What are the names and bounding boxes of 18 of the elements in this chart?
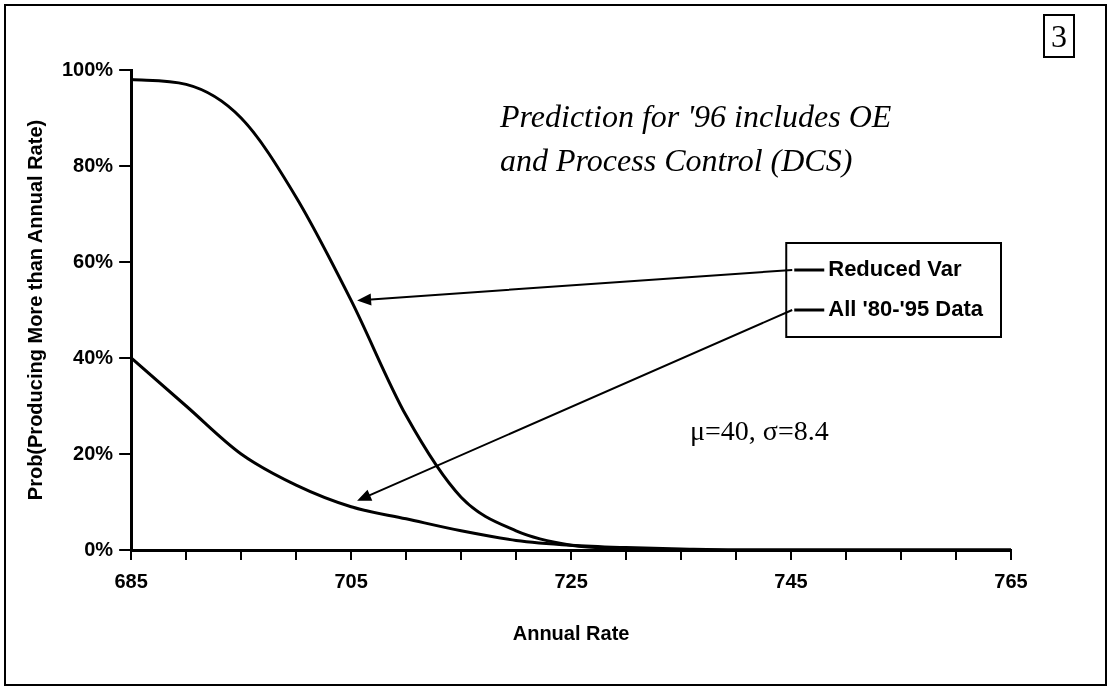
x-tick-label: 705: [334, 569, 368, 592]
y-tick-label: 100%: [62, 57, 114, 80]
x-tick-label: 685: [114, 569, 148, 592]
y-axis-title: Prob(Producing More than Annual Rate): [23, 119, 46, 501]
x-tick-label: 745: [774, 569, 808, 592]
annotation: μ=40, σ=8.4: [690, 415, 829, 447]
y-tick-label: 0%: [84, 537, 114, 560]
legend-label: Reduced Var: [828, 256, 962, 282]
x-tick-label: 725: [554, 569, 588, 592]
y-tick-label: 60%: [73, 249, 114, 272]
y-tick-label: 40%: [73, 345, 114, 368]
annotation: Prediction for '96 includes OE and Process Control (DCS): [500, 97, 893, 180]
legend-label: All '80-'95 Data: [828, 296, 984, 322]
text: 3: [1043, 14, 1075, 58]
x-axis-title: Annual Rate: [512, 621, 630, 644]
y-tick-label: 20%: [73, 441, 114, 464]
y-tick-label: 80%: [73, 153, 114, 176]
x-tick-label: 765: [994, 569, 1028, 592]
